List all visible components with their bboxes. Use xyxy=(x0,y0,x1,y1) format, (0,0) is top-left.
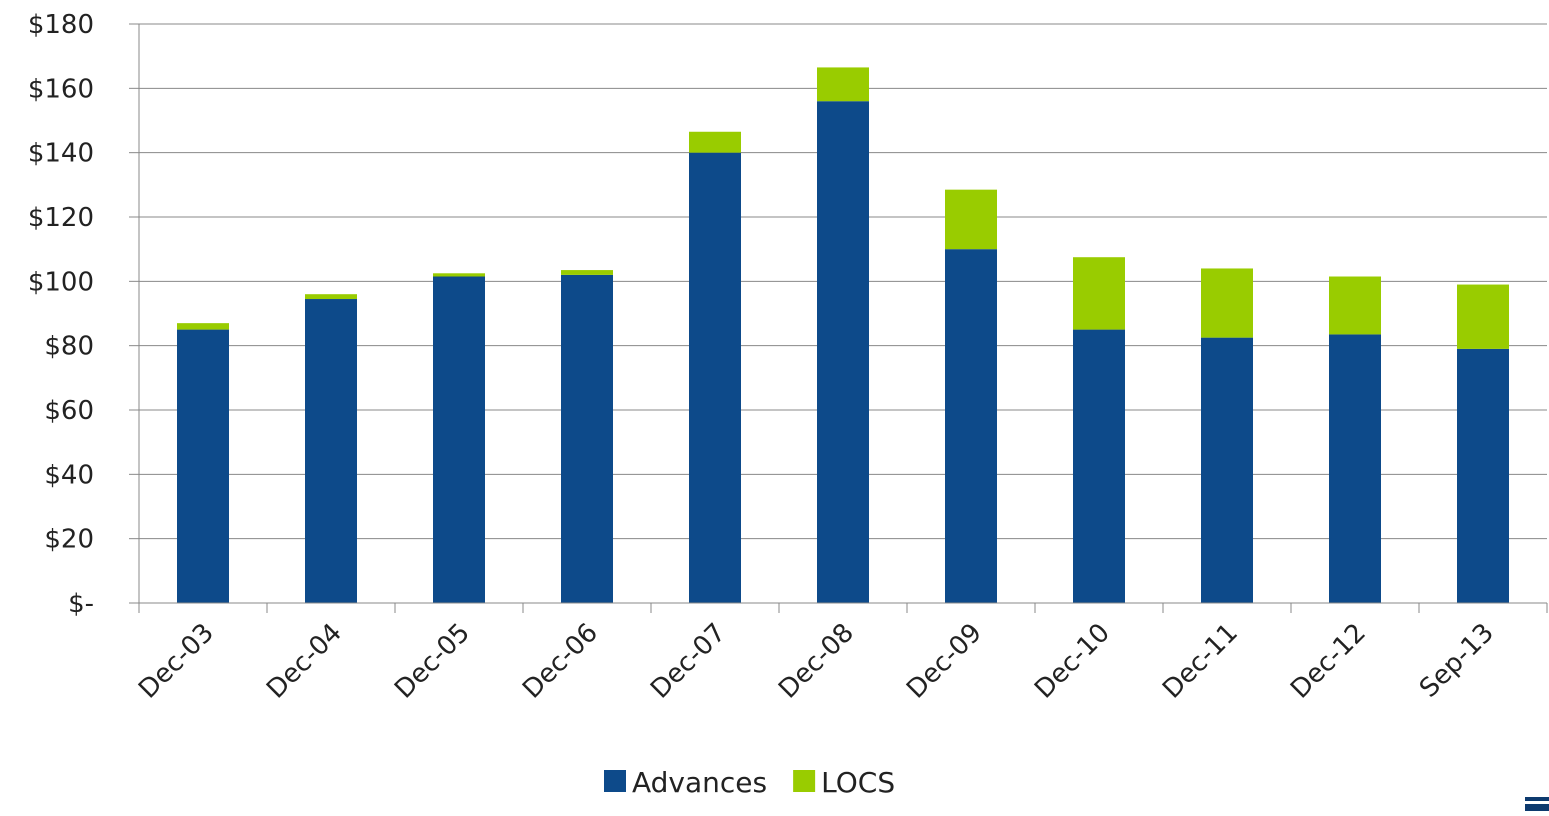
bar-advances-dec-09 xyxy=(945,249,997,603)
x-tick-label: Dec-08 xyxy=(773,618,860,705)
x-tick-label: Dec-05 xyxy=(389,618,476,705)
bar-advances-sep-13 xyxy=(1457,348,1509,603)
legend-label-locs: LOCS xyxy=(821,766,895,799)
legend-swatch-locs xyxy=(793,770,816,792)
bar-advances-dec-12 xyxy=(1329,334,1381,603)
legend-label-advances: Advances xyxy=(632,766,767,799)
y-tick-label: $120 xyxy=(28,203,94,233)
x-tick-label: Sep-13 xyxy=(1414,618,1500,704)
y-tick-label: $40 xyxy=(44,460,94,490)
x-tick-label: Dec-12 xyxy=(1285,618,1372,705)
x-tick-label: Dec-07 xyxy=(645,618,732,705)
x-tick-labels: Dec-03 Dec-04 Dec-05 Dec-06 Dec-07 Dec-08 Dec-… xyxy=(133,618,1500,705)
y-tick-label: $140 xyxy=(28,139,94,169)
bar-locs-dec-04 xyxy=(305,294,357,300)
bar-locs-dec-05 xyxy=(433,273,485,277)
x-tick-label: Dec-09 xyxy=(901,618,988,705)
bar-locs-dec-11 xyxy=(1201,268,1253,338)
x-tick-label: Dec-03 xyxy=(133,618,220,705)
y-tick-label: $80 xyxy=(44,332,94,362)
x-tick-label: Dec-04 xyxy=(261,618,348,705)
bar-advances-dec-11 xyxy=(1201,337,1253,603)
bar-locs-dec-07 xyxy=(689,131,741,153)
y-tick-label: $100 xyxy=(28,267,94,297)
bar-advances-dec-04 xyxy=(305,299,357,603)
bar-advances-dec-07 xyxy=(689,152,741,603)
bar-advances-dec-08 xyxy=(817,101,869,603)
bar-advances-dec-03 xyxy=(177,329,229,603)
bar-locs-dec-08 xyxy=(817,67,869,102)
x-tick-label: Dec-10 xyxy=(1029,618,1116,705)
bar-advances-dec-06 xyxy=(561,274,613,603)
legend: Advances LOCS xyxy=(604,766,895,799)
y-tick-labels: $- $20 $40 $60 $80 $100 $120 $140 $160 $180 xyxy=(28,10,94,619)
y-tick-label: $- xyxy=(68,589,94,619)
bar-locs-dec-10 xyxy=(1073,257,1125,330)
y-tick-label: $20 xyxy=(44,525,94,555)
bar-advances-dec-10 xyxy=(1073,329,1125,603)
y-tick-label: $60 xyxy=(44,396,94,426)
y-tick-label: $160 xyxy=(28,74,94,104)
bar-locs-dec-06 xyxy=(561,270,613,275)
bar-locs-sep-13 xyxy=(1457,284,1509,349)
bar-advances-dec-05 xyxy=(433,276,485,603)
legend-swatch-advances xyxy=(604,770,626,792)
x-tick-label: Dec-11 xyxy=(1157,618,1244,705)
logo-fragment xyxy=(1525,797,1549,811)
bar-locs-dec-03 xyxy=(177,323,229,330)
bar-locs-dec-12 xyxy=(1329,276,1381,335)
bar-locs-dec-09 xyxy=(945,189,997,250)
y-tick-label: $180 xyxy=(28,10,94,40)
bars xyxy=(177,67,1509,603)
axes xyxy=(129,23,1548,613)
x-tick-label: Dec-06 xyxy=(517,618,604,705)
